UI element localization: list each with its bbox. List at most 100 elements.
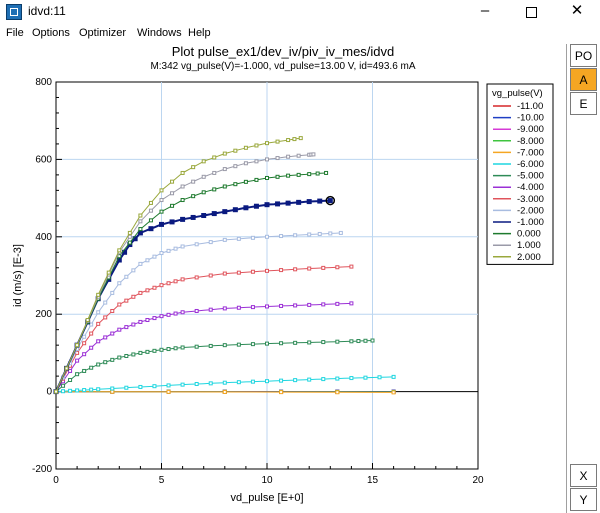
series-point (307, 232, 312, 237)
series-point (335, 265, 340, 270)
y-tick-label: 200 (35, 309, 52, 320)
series-point (138, 213, 143, 218)
series-point (194, 344, 199, 349)
legend-entry: -1.000 (517, 217, 544, 228)
series-point (335, 301, 340, 306)
series-point (254, 159, 259, 164)
menu-file[interactable]: File (6, 27, 24, 39)
menu-optimizer[interactable]: Optimizer (79, 27, 127, 39)
series-point (166, 389, 171, 394)
series-point (110, 290, 115, 295)
series-point (103, 335, 108, 340)
series-point (170, 179, 175, 184)
series-point (82, 368, 87, 373)
series-point (201, 174, 206, 179)
series-point (327, 198, 333, 204)
series-point (117, 248, 122, 253)
series-point (159, 283, 164, 288)
series-point (124, 325, 129, 330)
series-point (159, 188, 164, 193)
series-point (293, 303, 298, 308)
y-tick-label: 600 (35, 154, 52, 165)
series-point (233, 164, 238, 169)
series-point (265, 268, 269, 273)
series-point (335, 376, 340, 381)
close-button[interactable]: ✕ (554, 0, 600, 24)
series-point (321, 302, 326, 307)
series-point (180, 184, 185, 189)
series-point (89, 387, 94, 392)
series-point (82, 334, 87, 339)
series-point (131, 294, 136, 299)
series-point (363, 338, 368, 343)
series-point (194, 381, 199, 386)
a-button[interactable]: A (570, 68, 597, 91)
series-point (96, 321, 101, 326)
series-point (68, 368, 73, 373)
x-tick-label: 10 (261, 475, 273, 486)
menu-options[interactable]: Options (32, 27, 70, 39)
series-point (233, 182, 238, 187)
e-button[interactable]: E (570, 92, 597, 115)
maximize-button[interactable] (508, 0, 554, 24)
y-axis-label: id (m/s) [E-3] (12, 244, 24, 307)
series-point (264, 202, 270, 208)
plot-area[interactable]: Plot pulse_ex1/dev_iv/piv_iv_mes/idvd M:… (0, 44, 567, 513)
series-point (110, 389, 115, 394)
series-point (233, 148, 238, 153)
series-point (212, 187, 217, 192)
series-point (321, 377, 326, 382)
series-point (124, 298, 129, 303)
menu-help[interactable]: Help (188, 27, 211, 39)
series-point (208, 343, 213, 348)
series-point (159, 221, 164, 227)
series-point (232, 207, 238, 213)
series-point (103, 360, 108, 365)
series-point (250, 379, 255, 384)
series-point (265, 141, 269, 146)
series-point (124, 385, 129, 390)
series-point (243, 205, 249, 211)
series-point (180, 310, 185, 315)
series-point (265, 175, 269, 180)
series-point (75, 343, 80, 348)
series-point (391, 374, 396, 379)
series-point (293, 378, 298, 383)
series-point (68, 388, 73, 393)
series-point (296, 153, 301, 158)
menu-windows[interactable]: Windows (137, 27, 182, 39)
po-button[interactable]: PO (570, 44, 597, 67)
series-point (279, 390, 284, 395)
y-tick-label: 400 (35, 232, 52, 243)
series-point (180, 170, 185, 175)
series-point (298, 136, 303, 141)
series-point (173, 311, 178, 316)
series-point (145, 318, 150, 323)
series-point (106, 270, 111, 275)
series-point (194, 242, 199, 247)
x-button[interactable]: X (570, 464, 597, 487)
series-point (54, 389, 58, 394)
series-point (166, 248, 171, 253)
series-point (307, 266, 312, 271)
minimize-icon: – (480, 2, 490, 19)
series-point (145, 258, 150, 263)
close-icon: ✕ (570, 2, 584, 19)
series-point (275, 156, 280, 161)
minimize-button[interactable]: – (462, 0, 508, 24)
series-point (208, 240, 213, 245)
series-point (349, 264, 354, 269)
series-point (96, 362, 101, 367)
series-point (349, 339, 354, 344)
series-point (222, 184, 227, 189)
series-point (138, 227, 143, 232)
x-tick-label: 20 (472, 475, 484, 486)
legend-entry: -4.000 (517, 182, 544, 193)
series-point (212, 170, 217, 175)
series-point (75, 372, 80, 377)
series-point (131, 352, 136, 357)
series-point (138, 319, 143, 324)
y-button[interactable]: Y (570, 488, 597, 511)
y-tick-label: 0 (46, 387, 52, 398)
